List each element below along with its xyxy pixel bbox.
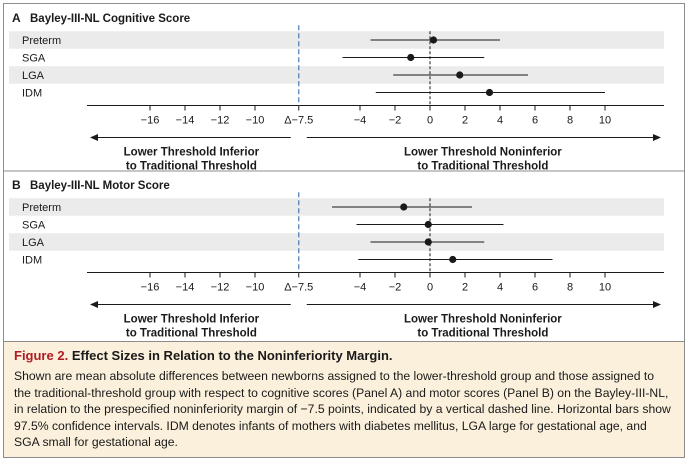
- x-tick-label: 2: [462, 115, 468, 127]
- category-label: SGA: [22, 53, 46, 65]
- panel-letter: B: [12, 178, 21, 192]
- x-tick-label: 10: [599, 282, 611, 294]
- category-label: IDM: [22, 255, 42, 267]
- x-tick-label: −4: [354, 115, 367, 127]
- x-tick-label: 8: [567, 282, 573, 294]
- right-direction-label: Lower Threshold Noninferior: [404, 147, 562, 159]
- caption-body: Shown are mean absolute differences betw…: [14, 369, 671, 449]
- left-direction-label: to Traditional Threshold: [126, 161, 257, 173]
- point-estimate: [456, 71, 464, 79]
- x-tick-label: −2: [389, 115, 402, 127]
- point-estimate: [424, 238, 432, 246]
- row-band: [9, 31, 664, 49]
- x-tick-label: 4: [497, 115, 503, 127]
- point-estimate: [407, 53, 415, 62]
- x-tick-label: 8: [567, 115, 573, 127]
- point-estimate: [429, 36, 438, 44]
- panel-title: Bayley-III-NL Motor Score: [30, 180, 170, 192]
- margin-tick-label: Δ−7.5: [284, 282, 313, 294]
- left-arrowhead: [90, 301, 98, 308]
- x-tick-label: −12: [211, 282, 230, 294]
- category-label: Preterm: [22, 35, 61, 47]
- left-direction-label: to Traditional Threshold: [126, 328, 257, 340]
- right-direction-label: to Traditional Threshold: [417, 328, 548, 340]
- forest-plots: A Bayley-III-NL Cognitive Score Preterm SGA…: [4, 11, 684, 340]
- x-tick-label: 4: [497, 282, 503, 294]
- point-estimate: [485, 88, 494, 97]
- right-direction-label: to Traditional Threshold: [417, 161, 548, 173]
- panel-b: B Bayley-III-NL Motor Score Preterm SGA LGA I…: [4, 170, 684, 340]
- category-label: IDM: [22, 88, 42, 100]
- category-label: LGA: [22, 70, 45, 82]
- panel-a: A Bayley-III-NL Cognitive Score Preterm SGA…: [9, 11, 664, 173]
- x-tick-label: 2: [462, 282, 468, 294]
- row-band: [9, 66, 664, 84]
- x-tick-label: −2: [389, 282, 402, 294]
- caption-title: Figure 2. Effect Sizes in Relation to th…: [14, 348, 674, 364]
- category-label: Preterm: [22, 202, 61, 214]
- caption-heading: Effect Sizes in Relation to the Noninfer…: [71, 348, 393, 363]
- figure-label: Figure 2.: [14, 348, 69, 363]
- left-direction-label: Lower Threshold Inferior: [124, 314, 260, 326]
- point-estimate: [400, 203, 408, 211]
- x-tick-label: 6: [532, 115, 538, 127]
- x-tick-label: 0: [427, 115, 433, 127]
- x-tick-label: −14: [176, 115, 195, 127]
- x-tick-label: −16: [141, 282, 160, 294]
- x-tick-label: 0: [427, 282, 433, 294]
- category-label: SGA: [22, 220, 46, 232]
- figure-caption: Figure 2. Effect Sizes in Relation to th…: [4, 341, 684, 457]
- category-label: LGA: [22, 237, 45, 249]
- right-arrowhead: [653, 301, 661, 308]
- panel-letter: A: [12, 11, 21, 25]
- panel-title: Bayley-III-NL Cognitive Score: [30, 13, 190, 25]
- x-tick-label: −16: [141, 115, 160, 127]
- point-estimate: [424, 220, 432, 229]
- x-tick-label: 10: [599, 115, 611, 127]
- point-estimate: [449, 255, 457, 264]
- figure-frame: A Bayley-III-NL Cognitive Score Preterm SGA…: [3, 3, 685, 458]
- right-direction-label: Lower Threshold Noninferior: [404, 314, 562, 326]
- x-tick-label: −12: [211, 115, 230, 127]
- x-tick-label: −4: [354, 282, 367, 294]
- row-band: [9, 233, 664, 251]
- x-tick-label: −14: [176, 282, 195, 294]
- x-tick-label: 6: [532, 282, 538, 294]
- margin-tick-label: Δ−7.5: [284, 115, 313, 127]
- left-direction-label: Lower Threshold Inferior: [124, 147, 260, 159]
- right-arrowhead: [653, 134, 661, 141]
- x-tick-label: −10: [246, 115, 265, 127]
- x-tick-label: −10: [246, 282, 265, 294]
- left-arrowhead: [90, 134, 98, 141]
